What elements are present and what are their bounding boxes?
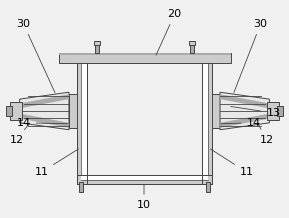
Bar <box>81 175 208 180</box>
Polygon shape <box>22 94 69 108</box>
Bar <box>10 102 22 120</box>
Bar <box>202 63 212 184</box>
Text: 14: 14 <box>221 118 261 128</box>
Bar <box>94 41 100 45</box>
Text: 30: 30 <box>16 19 55 93</box>
Text: 11: 11 <box>34 149 79 177</box>
Text: 12: 12 <box>10 123 30 145</box>
Bar <box>277 106 283 116</box>
Bar <box>77 63 87 184</box>
Bar <box>202 63 208 180</box>
Text: 14: 14 <box>16 118 68 128</box>
Bar <box>267 102 279 120</box>
Polygon shape <box>220 94 267 108</box>
Text: 30: 30 <box>234 19 268 93</box>
Text: 10: 10 <box>137 185 151 210</box>
Bar <box>59 53 231 63</box>
Bar <box>212 94 220 128</box>
Bar <box>6 106 12 116</box>
Bar <box>69 94 77 128</box>
Bar <box>59 53 231 55</box>
Bar <box>77 175 212 184</box>
Text: 20: 20 <box>156 9 182 55</box>
Polygon shape <box>20 92 69 130</box>
Bar <box>79 182 83 192</box>
Bar <box>95 43 99 53</box>
Bar <box>202 63 212 184</box>
Bar <box>206 182 210 192</box>
Bar <box>77 63 87 184</box>
Text: 11: 11 <box>210 149 254 177</box>
Text: 12: 12 <box>258 123 273 145</box>
Bar <box>189 41 195 45</box>
Polygon shape <box>22 114 69 128</box>
Bar <box>77 175 212 184</box>
Polygon shape <box>220 92 269 130</box>
Bar <box>81 63 87 180</box>
Text: 13: 13 <box>231 106 280 118</box>
Bar <box>190 43 194 53</box>
Polygon shape <box>220 114 267 128</box>
